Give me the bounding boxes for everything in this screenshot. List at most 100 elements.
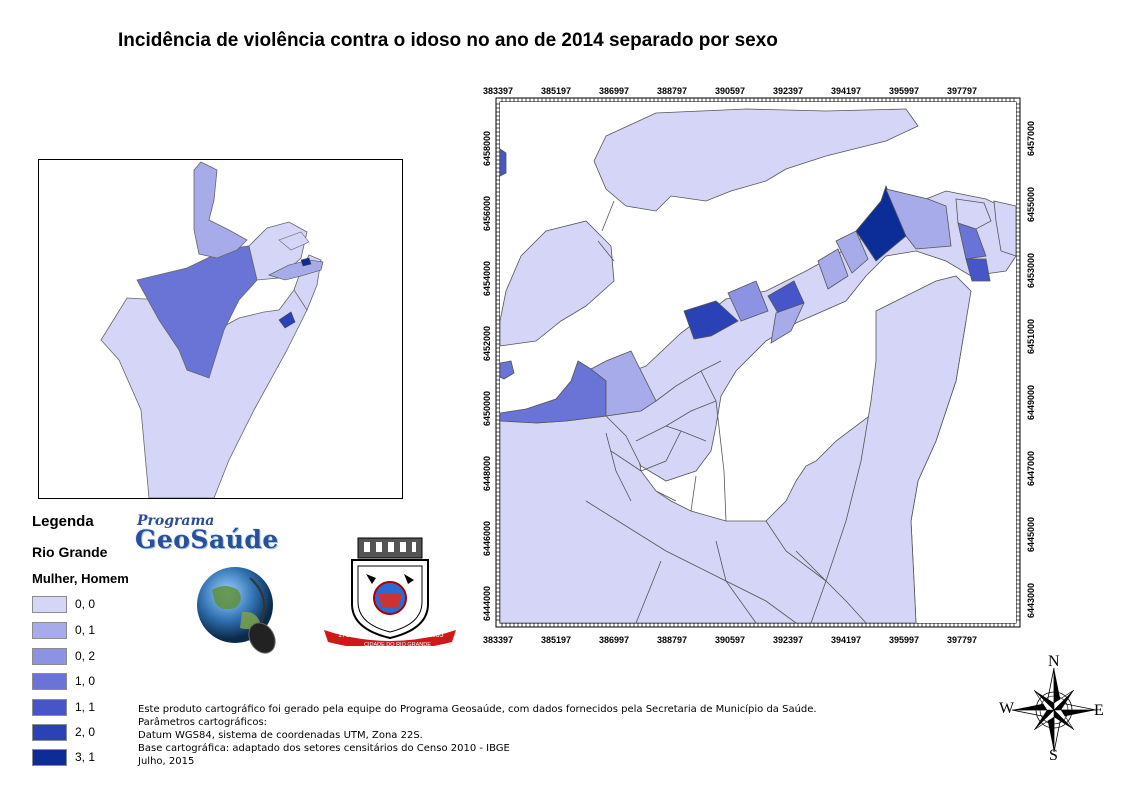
y-tick-label-right: 6451000 (1026, 319, 1036, 354)
seal-year-right: 1835 (428, 632, 444, 639)
legend-swatch (32, 724, 67, 741)
y-tick-label-left: 6456000 (482, 196, 492, 231)
graticule-ticks (496, 98, 1020, 627)
sector-0-1-c (835, 230, 869, 274)
main-map-frame: 383397 385197 386997 388797 390597 392397 3941… (466, 81, 1042, 661)
region-west-coast (500, 360, 515, 380)
y-tick-label-left: 6452000 (482, 326, 492, 361)
legend-item: 0, 0 (32, 594, 142, 614)
legend-item: 2, 0 (32, 722, 142, 742)
x-tick-label-bottom: 388797 (657, 635, 687, 645)
logo-name-text: GeoSaúde (135, 525, 279, 554)
y-tick-label-right: 6447000 (1026, 451, 1036, 486)
y-tick-label-right: 6443000 (1026, 583, 1036, 618)
x-tick-label-top: 392397 (773, 86, 803, 96)
city-seal-icon: 1737 1835 CIDADE DO RIO GRANDE (324, 537, 456, 646)
y-tick-label-left: 6446000 (482, 521, 492, 556)
region-corridor-base (605, 190, 1016, 482)
y-tick-label-right: 6445000 (1026, 517, 1036, 552)
compass-west-label: W (999, 700, 1015, 717)
x-tick-label-bottom: 395997 (889, 635, 919, 645)
region-north-island (593, 108, 919, 212)
legend-swatch (32, 673, 67, 690)
x-tick-label-bottom: 390597 (715, 635, 745, 645)
x-tick-label-top: 385197 (541, 86, 571, 96)
legend-swatch (32, 596, 67, 613)
y-axis-labels-left: 6458000 6456000 6454000 6452000 6450000 64480… (482, 131, 492, 621)
inset-isle (278, 231, 310, 251)
region-east-peninsula (810, 275, 972, 623)
x-tick-label-top: 390597 (715, 86, 745, 96)
sector-0-0-east (955, 198, 992, 230)
compass-rose: N S E W (992, 653, 1112, 765)
x-tick-label-bottom: 397797 (947, 635, 977, 645)
y-tick-label-left: 6454000 (482, 261, 492, 296)
x-tick-label-bottom: 394197 (831, 635, 861, 645)
legend-label: 0, 2 (75, 649, 96, 663)
legend-swatch (32, 699, 67, 716)
footer-notes: Este produto cartográfico foi gerado pel… (138, 703, 817, 768)
y-tick-label-left: 6444000 (482, 586, 492, 621)
sector-0-1-b (817, 248, 849, 290)
x-tick-label-top: 397797 (947, 86, 977, 96)
x-axis-labels-top: 383397 385197 386997 388797 390597 392397 3941… (483, 86, 977, 96)
sector-2-0-a (683, 300, 739, 340)
y-tick-label-right: 6449000 (1026, 385, 1036, 420)
inset-map-svg (100, 161, 324, 498)
region-top-left-sliver (500, 148, 507, 177)
footer-line: Base cartográfica: adaptado dos setores … (138, 743, 510, 754)
x-axis-labels-bottom: 383397 385197 386997 388797 390597 392397 3941… (483, 635, 977, 645)
y-tick-label-left: 6448000 (482, 456, 492, 491)
sector-0-1-a (770, 302, 805, 344)
y-tick-label-left: 6458000 (482, 131, 492, 166)
legend-item: 0, 2 (32, 646, 142, 666)
y-axis-labels-right: 6457000 6455000 6453000 6451000 6449000 64470… (1026, 121, 1036, 618)
legend-label: 1, 1 (75, 700, 96, 714)
legend-item: 3, 1 (32, 747, 142, 767)
x-tick-label-top: 388797 (657, 86, 687, 96)
inset-urban-dark2 (300, 257, 312, 267)
x-tick-label-top: 394197 (831, 86, 861, 96)
x-tick-label-top: 395997 (889, 86, 919, 96)
globe-mouse-icon (197, 567, 276, 654)
y-tick-label-right: 6455000 (1026, 187, 1036, 222)
main-map-svg: 383397 385197 386997 388797 390597 392397 3941… (482, 86, 1036, 645)
logo-program-text: Programa (137, 513, 215, 529)
legend-label: 3, 1 (75, 750, 96, 764)
map-title: Incidência de violência contra o idoso n… (118, 30, 778, 51)
compass-south-label: S (1049, 747, 1058, 764)
sector-0-1-west (590, 350, 657, 417)
sector-boundaries (585, 200, 867, 623)
legend-label: 1, 0 (75, 674, 96, 688)
inset-map (38, 159, 403, 499)
footer-line: Parâmetros cartográficos: (138, 717, 268, 728)
compass-star-icon (1011, 667, 1097, 753)
legend-field: Mulher, Homem (32, 571, 129, 586)
sector-0-2-a (727, 280, 769, 322)
compass-east-label: E (1094, 702, 1104, 719)
legend-item: 0, 1 (32, 620, 142, 640)
legend-item: 1, 0 (32, 671, 142, 691)
legend-swatch (32, 622, 67, 639)
y-tick-label-left: 6450000 (482, 391, 492, 426)
footer-line: Julho, 2015 (138, 756, 195, 767)
geosaude-logo: Programa GeoSaúde (133, 513, 313, 558)
sector-east-edge (993, 200, 1016, 257)
y-tick-label-right: 6457000 (1026, 121, 1036, 156)
footer-line: Datum WGS84, sistema de coordenadas UTM,… (138, 730, 423, 741)
legend-label: 0, 1 (75, 623, 96, 637)
legend-subtitle: Rio Grande (32, 544, 108, 560)
sector-0-1-d (885, 188, 952, 250)
inset-region-north (193, 161, 248, 259)
compass-north-label: N (1048, 653, 1060, 670)
footer-line: Este produto cartográfico foi gerado pel… (138, 704, 817, 715)
legend-item: 1, 1 (32, 697, 142, 717)
sector-1-1-b (965, 258, 991, 282)
x-tick-label-top: 383397 (483, 86, 513, 96)
legend-swatch (32, 749, 67, 766)
x-tick-label-top: 386997 (599, 86, 629, 96)
x-tick-label-bottom: 385197 (541, 635, 571, 645)
seal-ribbon-text: CIDADE DO RIO GRANDE (364, 642, 431, 646)
legend-label: 0, 0 (75, 597, 96, 611)
seal-year-left: 1737 (338, 632, 354, 639)
